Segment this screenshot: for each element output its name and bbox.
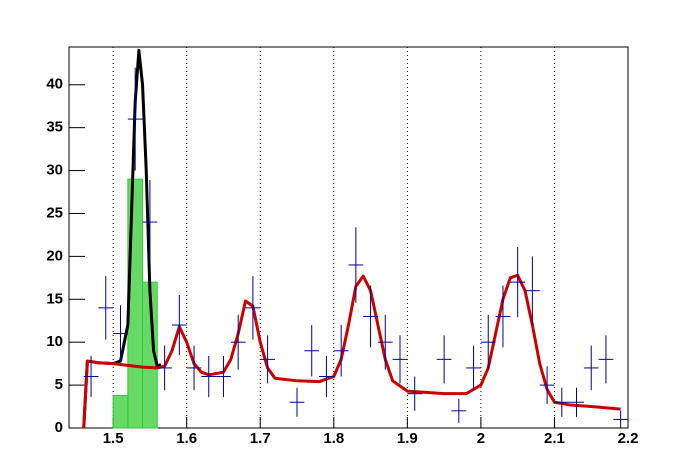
y-tick-label: 0 <box>55 419 63 436</box>
y-tick-label: 5 <box>55 376 63 393</box>
x-tick-label: 2 <box>477 430 485 447</box>
fit-curve <box>82 273 621 429</box>
y-tick-label: 25 <box>46 204 63 221</box>
x-tick-label: 1.9 <box>397 430 418 447</box>
y-tick-label: 20 <box>46 247 63 264</box>
x-tick-label: 2.2 <box>618 430 639 447</box>
x-tick-label: 1.8 <box>323 430 344 447</box>
plot-frame <box>68 46 629 429</box>
x-tick-label: 1.7 <box>250 430 271 447</box>
x-tick-label: 1.6 <box>176 430 197 447</box>
y-tick-label: 40 <box>46 76 63 93</box>
y-tick-label: 10 <box>46 333 63 350</box>
y-tick-label: 30 <box>46 162 63 179</box>
filled-bar <box>112 394 129 429</box>
y-tick-label: 15 <box>46 290 63 307</box>
x-tick-label: 2.1 <box>544 430 565 447</box>
x-tick-label: 1.5 <box>103 430 124 447</box>
y-tick-label: 35 <box>46 119 63 136</box>
